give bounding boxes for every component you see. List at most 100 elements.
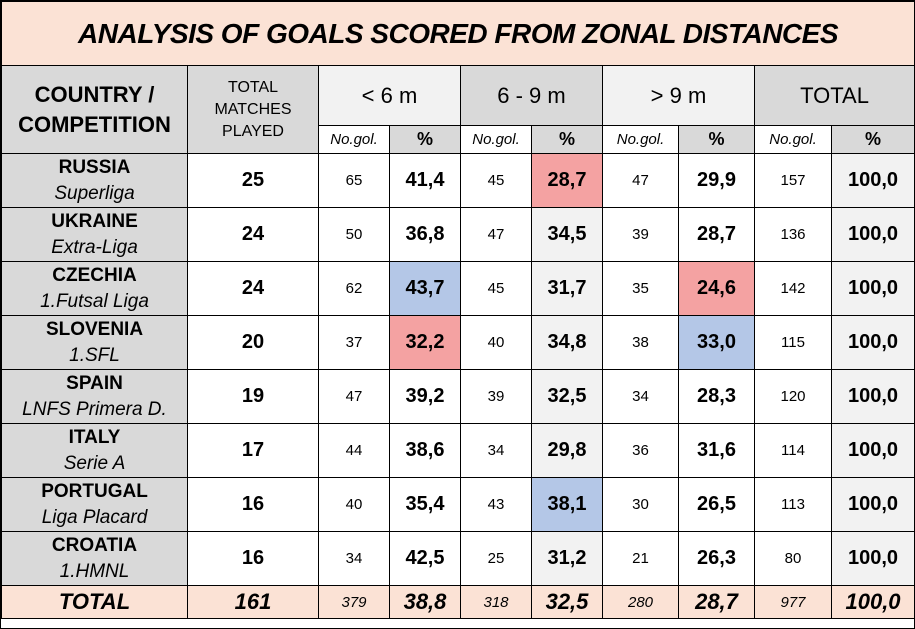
subheader-pct: %	[389, 125, 461, 154]
country-cell: PORTUGAL Liga Placard	[1, 477, 188, 532]
zone3-pct: 29,9	[678, 153, 755, 208]
header-matches-line3: PLAYED	[222, 122, 284, 140]
zone3-pct: 28,7	[678, 207, 755, 262]
competition-name: 1.SFL	[69, 344, 120, 366]
zone3-goals: 35	[602, 261, 679, 316]
matches-played: 19	[187, 369, 319, 424]
total-goals: 142	[754, 261, 832, 316]
country-name: CZECHIA	[52, 264, 137, 286]
table-row: UKRAINE Extra-Liga 24 50 36,8 47 34,5 39 …	[1, 207, 915, 262]
zone2-pct: 28,7	[531, 153, 603, 208]
header-country-line2: COMPETITION	[18, 111, 171, 137]
total-goals: 136	[754, 207, 832, 262]
zone1-goals: 44	[318, 423, 390, 478]
zone2-goals: 34	[460, 423, 532, 478]
country-cell: ITALY Serie A	[1, 423, 188, 478]
totals-zone1-pct: 38,8	[389, 585, 461, 619]
zone1-goals: 50	[318, 207, 390, 262]
matches-played: 24	[187, 261, 319, 316]
zone1-goals: 40	[318, 477, 390, 532]
zone2-goals: 45	[460, 153, 532, 208]
zone3-goals: 30	[602, 477, 679, 532]
totals-zone1-goals: 379	[318, 585, 390, 619]
totals-zone3-pct: 28,7	[678, 585, 755, 619]
zone1-goals: 34	[318, 531, 390, 586]
total-pct: 100,0	[830, 261, 915, 316]
subheader-pct: %	[531, 125, 603, 154]
competition-name: Liga Placard	[41, 506, 148, 528]
zone3-pct: 33,0	[678, 315, 755, 370]
zone3-goals: 38	[602, 315, 679, 370]
header-matches-line1: TOTAL	[227, 78, 279, 96]
zone2-pct: 34,5	[531, 207, 603, 262]
zone2-goals: 43	[460, 477, 532, 532]
totals-row: TOTAL 161 379 38,8 318 32,5 280 28,7 977…	[1, 585, 915, 619]
zone2-pct: 29,8	[531, 423, 603, 478]
zone3-goals: 21	[602, 531, 679, 586]
zone1-pct: 32,2	[389, 315, 461, 370]
total-goals: 80	[754, 531, 832, 586]
country-name: PORTUGAL	[41, 480, 148, 502]
table-title: ANALYSIS OF GOALS SCORED FROM ZONAL DIST…	[0, 1, 915, 66]
table-row: SPAIN LNFS Primera D. 19 47 39,2 39 32,5 …	[1, 369, 915, 424]
zone3-goals: 47	[602, 153, 679, 208]
zone2-pct: 34,8	[531, 315, 603, 370]
country-name: RUSSIA	[58, 156, 131, 178]
subheader-pct: %	[830, 125, 915, 154]
header-country-line1: COUNTRY /	[34, 81, 155, 107]
header-zone-total: TOTAL	[753, 65, 915, 126]
zone1-pct: 42,5	[389, 531, 461, 586]
competition-name: 1.HMNL	[59, 560, 130, 582]
totals-total-pct: 100,0	[830, 585, 915, 619]
total-pct: 100,0	[830, 315, 915, 370]
country-cell: CROATIA 1.HMNL	[1, 531, 188, 586]
country-name: CROATIA	[51, 534, 138, 556]
zone1-pct: 43,7	[389, 261, 461, 316]
competition-name: Superliga	[54, 182, 135, 204]
subheader-no-gol: No.gol.	[602, 125, 679, 154]
country-name: SLOVENIA	[45, 318, 144, 340]
total-goals: 113	[754, 477, 832, 532]
total-goals: 120	[754, 369, 832, 424]
totals-zone2-pct: 32,5	[531, 585, 603, 619]
country-name: ITALY	[68, 426, 121, 448]
zone2-pct: 32,5	[531, 369, 603, 424]
zone3-pct: 31,6	[678, 423, 755, 478]
zone1-pct: 39,2	[389, 369, 461, 424]
subheader-pct: %	[678, 125, 755, 154]
total-goals: 115	[754, 315, 832, 370]
country-cell: RUSSIA Superliga	[1, 153, 188, 208]
total-pct: 100,0	[830, 153, 915, 208]
zone1-goals: 62	[318, 261, 390, 316]
total-goals: 157	[754, 153, 832, 208]
header-zone-over-9: > 9 m	[602, 65, 755, 126]
subheader-no-gol: No.gol.	[754, 125, 832, 154]
header-country-competition: COUNTRY / COMPETITION	[1, 65, 188, 154]
totals-label: TOTAL	[1, 585, 188, 619]
matches-played: 16	[187, 477, 319, 532]
country-name: UKRAINE	[51, 210, 138, 232]
zone1-pct: 38,6	[389, 423, 461, 478]
total-pct: 100,0	[830, 531, 915, 586]
table-row: CROATIA 1.HMNL 16 34 42,5 25 31,2 21 26,3…	[1, 531, 915, 586]
zone1-pct: 35,4	[389, 477, 461, 532]
zone1-pct: 41,4	[389, 153, 461, 208]
competition-name: LNFS Primera D.	[22, 398, 167, 420]
zone2-goals: 47	[460, 207, 532, 262]
zone2-goals: 25	[460, 531, 532, 586]
subheader-no-gol: No.gol.	[460, 125, 532, 154]
header-zone-6-9: 6 - 9 m	[460, 65, 603, 126]
matches-played: 20	[187, 315, 319, 370]
zone2-goals: 40	[460, 315, 532, 370]
competition-name: 1.Futsal Liga	[40, 290, 149, 312]
competition-name: Serie A	[63, 452, 126, 474]
zone1-goals: 47	[318, 369, 390, 424]
header-matches-line2: MATCHES	[214, 100, 292, 118]
matches-played: 16	[187, 531, 319, 586]
table-row: ITALY Serie A 17 44 38,6 34 29,8 36 31,6 …	[1, 423, 915, 478]
zone2-pct: 38,1	[531, 477, 603, 532]
matches-played: 25	[187, 153, 319, 208]
header-total-matches: TOTAL MATCHES PLAYED	[187, 65, 319, 154]
